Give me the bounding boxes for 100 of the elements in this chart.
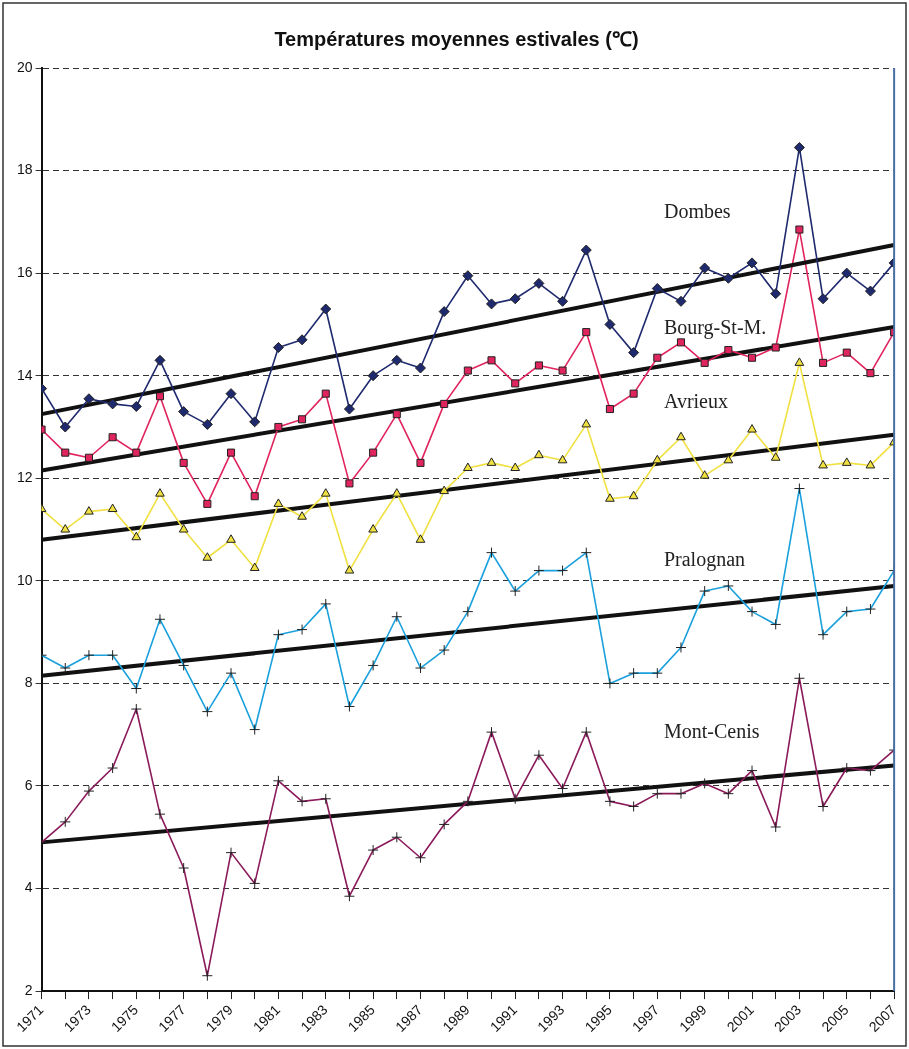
point — [439, 485, 449, 495]
point — [699, 262, 711, 274]
chart-title: Températures moyennes estivales (℃) — [274, 27, 639, 50]
point — [343, 403, 355, 415]
point — [440, 399, 449, 408]
point — [819, 358, 828, 367]
point — [723, 454, 734, 464]
point — [605, 405, 614, 414]
y-tick-label: 6 — [24, 776, 33, 793]
y-tick-label: 10 — [16, 571, 33, 588]
point — [130, 400, 142, 412]
point — [414, 362, 426, 374]
y-tick-label: 16 — [16, 263, 33, 280]
point — [392, 410, 401, 419]
point — [699, 470, 710, 479]
point — [817, 293, 829, 305]
point — [249, 562, 260, 572]
point — [841, 457, 852, 466]
y-tick-label: 4 — [24, 879, 33, 896]
point — [770, 288, 782, 300]
point — [226, 534, 236, 543]
point — [132, 448, 141, 457]
series-label: Bourg-St-M. — [663, 316, 767, 340]
point — [131, 531, 142, 541]
point — [155, 392, 165, 401]
point — [438, 306, 450, 318]
y-tick-label: 14 — [16, 366, 33, 383]
point — [320, 303, 332, 315]
point — [628, 347, 640, 359]
point — [793, 141, 805, 153]
point — [320, 488, 331, 497]
point — [487, 356, 496, 365]
point — [84, 453, 93, 462]
point — [628, 490, 639, 500]
point — [510, 462, 521, 472]
point — [580, 244, 592, 256]
y-tick-label: 18 — [16, 161, 33, 178]
point — [746, 257, 758, 269]
point — [203, 499, 212, 508]
point — [367, 370, 379, 382]
point — [250, 492, 259, 501]
point — [297, 511, 307, 520]
point — [770, 452, 781, 461]
point — [391, 354, 403, 366]
point — [225, 388, 237, 400]
y-tick-label: 20 — [16, 58, 33, 75]
point — [391, 488, 402, 497]
text: Dombes — [663, 199, 731, 222]
point — [321, 389, 330, 398]
point — [557, 454, 568, 464]
point — [107, 398, 119, 410]
point — [771, 343, 780, 352]
point — [795, 225, 804, 234]
y-tick-label: 8 — [24, 674, 33, 691]
series-label: Pralognan — [663, 548, 746, 572]
point — [724, 346, 733, 355]
point — [202, 552, 213, 561]
point — [604, 318, 616, 330]
point — [534, 361, 543, 370]
point — [60, 524, 71, 533]
point — [558, 366, 567, 375]
point — [84, 506, 94, 515]
point — [651, 283, 663, 295]
point — [582, 328, 591, 337]
point — [722, 272, 734, 284]
point — [272, 341, 284, 353]
y-tick-label: 2 — [24, 981, 33, 998]
point — [865, 459, 876, 469]
point — [841, 267, 853, 279]
point — [675, 295, 687, 307]
point — [368, 524, 378, 533]
point — [652, 454, 663, 464]
point — [581, 418, 592, 428]
point — [511, 379, 520, 388]
point — [179, 458, 188, 467]
point — [533, 277, 545, 289]
point — [509, 293, 521, 305]
point — [747, 424, 757, 433]
point — [415, 534, 426, 543]
point — [653, 353, 662, 362]
point — [83, 393, 95, 405]
point — [249, 416, 261, 428]
point — [629, 389, 638, 398]
point — [345, 479, 354, 488]
point — [676, 431, 686, 441]
point — [178, 406, 190, 418]
point — [747, 353, 757, 362]
point — [864, 285, 876, 297]
point — [298, 415, 307, 424]
point — [794, 357, 805, 366]
point — [486, 298, 498, 310]
point — [108, 433, 117, 442]
point — [462, 270, 474, 282]
point — [154, 354, 166, 366]
point — [107, 503, 118, 513]
series-label: Mont-Cenis — [663, 719, 760, 742]
point — [369, 448, 378, 457]
point — [557, 295, 569, 307]
y-tick-label: 12 — [16, 469, 33, 486]
point — [226, 448, 236, 457]
